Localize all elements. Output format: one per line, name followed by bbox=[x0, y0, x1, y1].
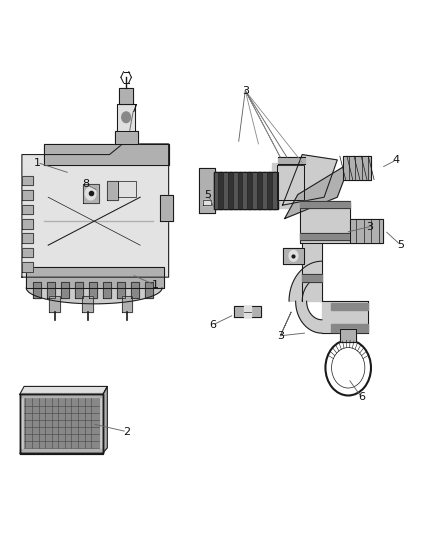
Polygon shape bbox=[22, 233, 33, 243]
Polygon shape bbox=[33, 282, 41, 298]
Polygon shape bbox=[258, 172, 261, 209]
Polygon shape bbox=[75, 282, 83, 298]
Polygon shape bbox=[24, 397, 99, 450]
Polygon shape bbox=[115, 131, 138, 144]
Polygon shape bbox=[49, 296, 60, 312]
Polygon shape bbox=[300, 233, 350, 240]
Polygon shape bbox=[244, 172, 247, 209]
Polygon shape bbox=[26, 288, 164, 304]
Polygon shape bbox=[83, 184, 99, 203]
Polygon shape bbox=[47, 282, 55, 298]
Polygon shape bbox=[22, 190, 33, 200]
Polygon shape bbox=[343, 156, 371, 180]
Polygon shape bbox=[22, 248, 33, 257]
Polygon shape bbox=[239, 172, 241, 209]
Polygon shape bbox=[122, 296, 132, 312]
Polygon shape bbox=[107, 181, 118, 200]
Polygon shape bbox=[244, 306, 251, 317]
Text: 3: 3 bbox=[277, 331, 284, 341]
Polygon shape bbox=[263, 172, 266, 209]
Polygon shape bbox=[350, 219, 383, 243]
Polygon shape bbox=[20, 449, 103, 454]
Polygon shape bbox=[22, 219, 33, 229]
Polygon shape bbox=[44, 144, 169, 165]
Polygon shape bbox=[277, 165, 304, 200]
Polygon shape bbox=[233, 172, 237, 209]
Polygon shape bbox=[20, 393, 103, 397]
Polygon shape bbox=[331, 303, 368, 310]
Polygon shape bbox=[234, 306, 261, 317]
Text: 5: 5 bbox=[205, 190, 212, 199]
Polygon shape bbox=[131, 282, 139, 298]
Polygon shape bbox=[253, 172, 256, 209]
Polygon shape bbox=[22, 205, 33, 214]
Text: 7: 7 bbox=[130, 104, 137, 114]
Polygon shape bbox=[20, 386, 107, 394]
Polygon shape bbox=[229, 172, 232, 209]
Polygon shape bbox=[103, 282, 111, 298]
Text: 3: 3 bbox=[367, 222, 374, 231]
Polygon shape bbox=[268, 172, 271, 209]
Polygon shape bbox=[119, 88, 133, 104]
Text: 2: 2 bbox=[124, 427, 131, 437]
Polygon shape bbox=[103, 386, 107, 453]
Polygon shape bbox=[22, 144, 169, 277]
Polygon shape bbox=[26, 266, 164, 288]
Polygon shape bbox=[199, 168, 215, 213]
Polygon shape bbox=[278, 157, 305, 164]
Polygon shape bbox=[118, 181, 136, 197]
Polygon shape bbox=[117, 104, 135, 131]
Text: 6: 6 bbox=[209, 320, 216, 330]
Polygon shape bbox=[300, 203, 350, 243]
Polygon shape bbox=[289, 261, 322, 301]
Polygon shape bbox=[160, 195, 173, 221]
Polygon shape bbox=[248, 172, 251, 209]
Polygon shape bbox=[214, 172, 217, 209]
Polygon shape bbox=[322, 301, 368, 333]
Polygon shape bbox=[302, 274, 322, 282]
Polygon shape bbox=[300, 201, 350, 208]
Polygon shape bbox=[331, 324, 368, 332]
Polygon shape bbox=[340, 329, 356, 342]
Circle shape bbox=[289, 251, 298, 261]
Text: 1: 1 bbox=[34, 158, 41, 167]
Polygon shape bbox=[283, 248, 304, 264]
Polygon shape bbox=[61, 282, 69, 298]
Polygon shape bbox=[117, 282, 125, 298]
Circle shape bbox=[122, 112, 131, 123]
Circle shape bbox=[85, 187, 96, 200]
Text: 8: 8 bbox=[82, 179, 89, 189]
Polygon shape bbox=[22, 262, 33, 272]
Text: 6: 6 bbox=[358, 392, 365, 402]
Polygon shape bbox=[89, 282, 97, 298]
Text: 4: 4 bbox=[393, 155, 400, 165]
Polygon shape bbox=[272, 163, 300, 208]
Polygon shape bbox=[273, 172, 276, 209]
Polygon shape bbox=[302, 243, 322, 301]
Polygon shape bbox=[145, 282, 153, 298]
Text: 5: 5 bbox=[397, 240, 404, 250]
Polygon shape bbox=[285, 163, 350, 219]
Polygon shape bbox=[20, 394, 103, 453]
Text: 3: 3 bbox=[242, 86, 249, 95]
Polygon shape bbox=[283, 155, 337, 205]
Text: 1: 1 bbox=[152, 280, 159, 290]
Polygon shape bbox=[296, 301, 322, 333]
Polygon shape bbox=[214, 172, 278, 209]
Polygon shape bbox=[224, 172, 226, 209]
Polygon shape bbox=[203, 200, 211, 205]
Polygon shape bbox=[82, 296, 93, 312]
Polygon shape bbox=[22, 176, 33, 185]
Polygon shape bbox=[219, 172, 222, 209]
